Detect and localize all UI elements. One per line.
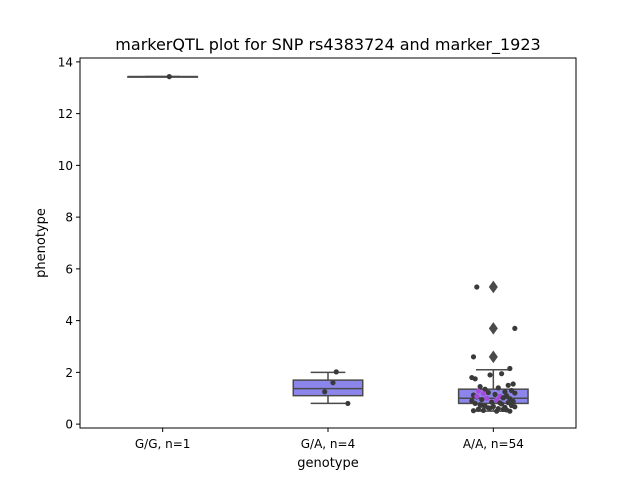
x-tick-label: G/G, n=1: [135, 437, 191, 451]
data-point: [512, 325, 518, 331]
data-point: [512, 390, 518, 396]
points: [166, 74, 518, 414]
data-point: [510, 381, 516, 387]
data-point: [472, 400, 478, 407]
data-point: [492, 391, 498, 397]
data-point: [484, 395, 490, 401]
y-axis: 0 2 4 6 8 10 12 14: [58, 55, 80, 432]
data-point: [510, 398, 516, 404]
data-point: [500, 395, 506, 401]
data-point: [500, 406, 506, 412]
x-tick-label: G/A, n=4: [301, 437, 355, 451]
data-point: [479, 402, 485, 408]
y-tick-label: 0: [65, 418, 73, 432]
data-point: [480, 390, 487, 397]
data-point: [485, 389, 491, 396]
chart-title: markerQTL plot for SNP rs4383724 and mar…: [115, 35, 540, 55]
data-point: [487, 405, 493, 411]
data-point: [502, 389, 508, 395]
y-tick-label: 12: [58, 107, 73, 121]
data-point: [345, 400, 351, 407]
boxes: [127, 75, 529, 412]
data-point: [474, 393, 480, 400]
y-tick-label: 6: [65, 262, 73, 276]
data-point: [477, 384, 483, 390]
y-tick-label: 4: [65, 314, 73, 328]
data-point: [507, 408, 513, 414]
data-point: [487, 372, 493, 378]
data-point: [475, 406, 482, 412]
y-axis-label: phenotype: [34, 208, 49, 278]
data-point: [470, 408, 477, 414]
data-point: [333, 369, 339, 375]
data-point: [499, 371, 505, 377]
data-point: [497, 400, 503, 406]
data-point: [494, 408, 500, 414]
data-point: [470, 354, 477, 360]
data-point: [482, 386, 488, 392]
data-point: [475, 388, 482, 394]
x-tick-label: A/A, n=54: [463, 437, 524, 451]
x-axis: G/G, n=1 G/A, n=4 A/A, n=54: [135, 428, 524, 451]
data-point: [507, 365, 513, 372]
data-point: [495, 385, 501, 391]
data-point: [479, 396, 485, 403]
data-point: [512, 404, 518, 410]
x-axis-label: genotype: [297, 456, 358, 471]
data-point: [472, 376, 478, 382]
y-tick-label: 14: [58, 55, 73, 69]
outlier-marker: [488, 280, 498, 294]
plot-frame: [79, 57, 577, 429]
data-point: [322, 389, 328, 395]
box: [292, 379, 364, 397]
data-point: [505, 382, 511, 388]
data-point: [480, 407, 487, 414]
data-point: [166, 74, 172, 80]
data-point: [489, 399, 495, 405]
outlier-marker: [488, 322, 498, 335]
outlier-marker: [488, 350, 498, 364]
data-point: [330, 380, 336, 386]
plot-area: [80, 58, 576, 428]
data-point: [474, 284, 480, 290]
y-tick-label: 2: [65, 366, 73, 380]
y-tick-label: 8: [65, 211, 73, 225]
y-tick-label: 10: [58, 159, 73, 173]
